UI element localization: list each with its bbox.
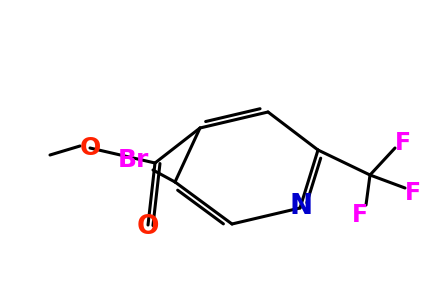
Text: N: N	[289, 192, 312, 220]
Text: F: F	[395, 131, 411, 155]
Text: F: F	[352, 203, 368, 227]
Text: F: F	[405, 181, 421, 205]
Text: Br: Br	[117, 148, 149, 172]
Text: O: O	[79, 136, 101, 160]
Text: O: O	[137, 214, 159, 240]
